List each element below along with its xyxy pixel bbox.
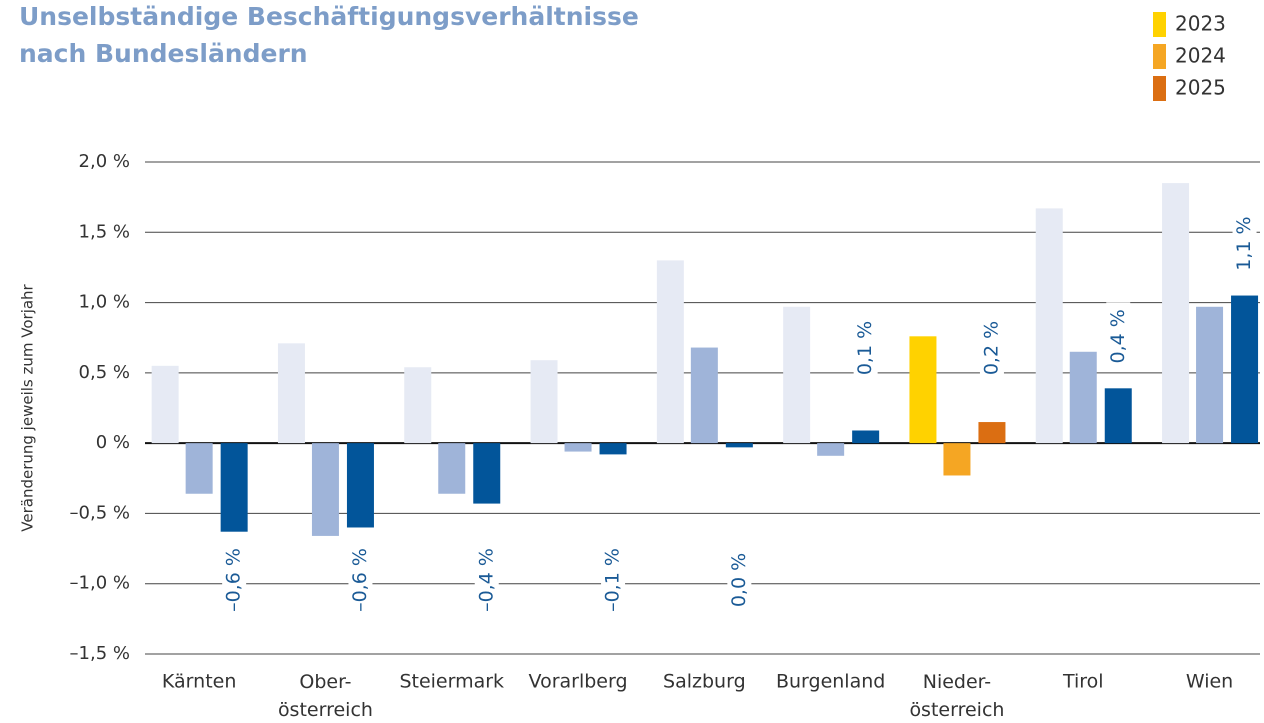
x-tick-label: Tirol — [1062, 671, 1104, 693]
y-tick-label: 1,5 % — [79, 221, 130, 242]
value-label-bg — [1232, 209, 1257, 278]
x-tick-line: österreich — [278, 699, 373, 721]
bar — [1069, 351, 1097, 444]
y-tick-label: 0 % — [96, 432, 130, 453]
value-label: –0,4 % — [475, 548, 497, 612]
x-tick-label: Salzburg — [663, 671, 746, 693]
value-label-bg — [474, 546, 499, 614]
y-tick-label: –1,0 % — [70, 573, 130, 594]
legend-swatch — [1153, 44, 1166, 69]
y-tick-label: –1,5 % — [70, 643, 130, 664]
value-label: 0,0 % — [728, 553, 750, 607]
bar — [564, 443, 592, 452]
bar — [151, 365, 179, 444]
bar — [690, 347, 718, 444]
value-label: 0,2 % — [980, 321, 1002, 375]
chart-title: nach Bundesländern — [19, 39, 308, 68]
x-tick-label: Ober-österreich — [278, 671, 373, 721]
value-label-bg — [979, 314, 1004, 382]
value-label: –0,1 % — [602, 548, 624, 612]
value-label: 0,4 % — [1107, 309, 1129, 363]
value-label: 1,1 % — [1233, 216, 1255, 270]
x-tick-label: Kärnten — [162, 671, 236, 693]
value-label-bg — [348, 546, 373, 614]
chart-title: Unselbständige Beschäftigungsverhältniss… — [19, 2, 639, 31]
bar — [725, 443, 753, 448]
bar — [311, 443, 339, 536]
legend-swatch — [1153, 12, 1166, 37]
bar — [277, 343, 305, 444]
x-tick-label: Vorarlberg — [529, 671, 628, 693]
x-tick-label: Steiermark — [399, 671, 504, 693]
bar — [220, 443, 248, 532]
bar — [346, 443, 374, 528]
bar — [530, 360, 558, 444]
value-label-bg — [727, 546, 752, 614]
x-tick-label: Nieder-österreich — [909, 671, 1004, 721]
y-tick-label: –0,5 % — [70, 502, 130, 523]
value-label: –0,6 % — [349, 548, 371, 612]
bar — [943, 443, 971, 476]
bar — [1104, 388, 1132, 444]
x-tick-label: Burgenland — [776, 671, 885, 693]
bar — [1196, 306, 1224, 444]
bar — [1231, 295, 1259, 444]
value-label: 0,1 % — [854, 321, 876, 375]
y-tick-label: 2,0 % — [79, 151, 130, 172]
x-tick-label: Wien — [1186, 671, 1233, 693]
bar — [1162, 183, 1190, 444]
legend-label: 2025 — [1175, 76, 1226, 100]
bar — [185, 443, 213, 494]
y-tick-label: 0,5 % — [79, 362, 130, 383]
bar — [817, 443, 845, 456]
value-label-bg — [853, 314, 878, 382]
bar — [404, 367, 432, 444]
legend-label: 2023 — [1175, 12, 1226, 36]
x-tick-line: Nieder- — [923, 671, 991, 693]
legend-label: 2024 — [1175, 44, 1226, 68]
value-label-bg — [601, 546, 626, 614]
x-tick-line: Ober- — [299, 671, 351, 693]
bar — [909, 336, 937, 444]
bar — [978, 422, 1006, 444]
bar — [599, 443, 627, 455]
y-tick-label: 1,0 % — [79, 292, 130, 313]
value-label-bg — [222, 546, 247, 614]
legend-swatch — [1153, 76, 1166, 101]
bar — [783, 306, 811, 444]
bar — [1035, 208, 1063, 444]
x-tick-line: österreich — [909, 699, 1004, 721]
y-axis-label: Veränderung jeweils zum Vorjahr — [19, 283, 37, 531]
bar — [438, 443, 466, 494]
bar — [852, 430, 880, 444]
value-label: –0,6 % — [223, 548, 245, 612]
value-label-bg — [1106, 302, 1131, 371]
bar — [656, 260, 684, 444]
bar — [473, 443, 501, 504]
